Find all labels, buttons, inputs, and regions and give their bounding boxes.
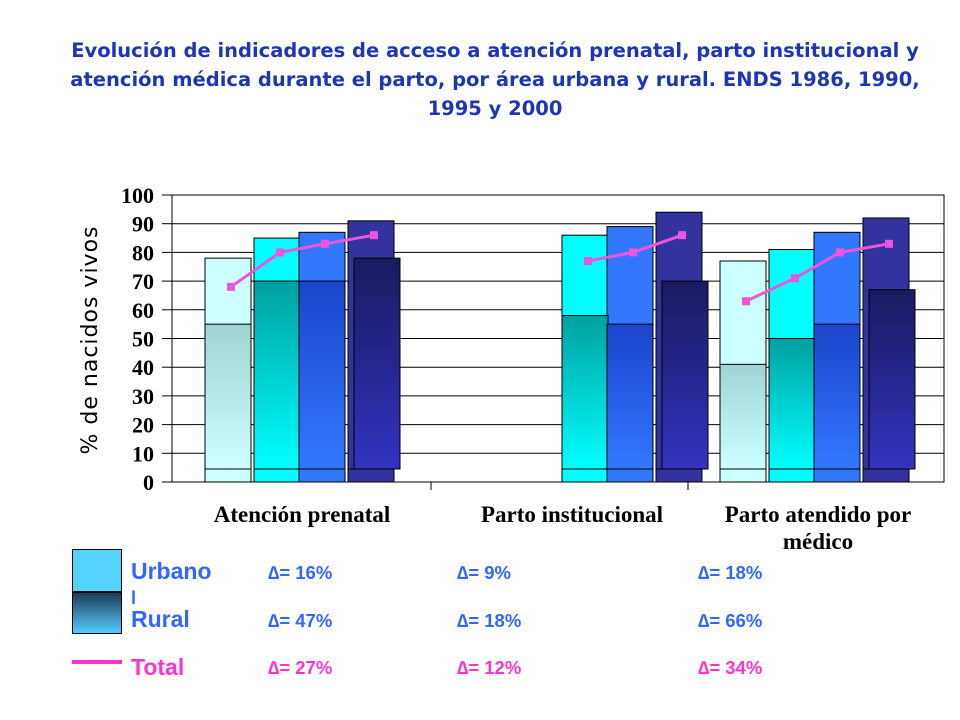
point-total-0-3: [370, 231, 378, 240]
x-category-label-0: Atención prenatal: [214, 502, 391, 527]
bar-base-2-0: [719, 468, 767, 483]
point-total-2-2: [836, 248, 844, 257]
x-category-label-2: Parto atendido por médico: [725, 502, 912, 554]
line-total-0: [230, 233, 375, 289]
point-total-1-2: [678, 231, 686, 240]
point-total-2-1: [791, 274, 799, 283]
bar-rural-2-3: [868, 289, 916, 470]
chart-svg: 0 10 20 30 40 50 60 70 80 90 100 % de nacidos vivos…: [78, 183, 945, 554]
bar-base-0-0: [204, 468, 252, 483]
legend-swatch-urbano: [72, 549, 122, 592]
bar-base-2-3: [862, 468, 910, 483]
point-total-0-2: [321, 239, 329, 248]
delta-total-medico: ∆= 34%: [698, 657, 763, 678]
bar-rural-0-0: [204, 323, 252, 470]
point-total-1-0: [584, 257, 592, 266]
bar-rural-2-1: [768, 338, 816, 470]
legend-label-urbano-stray: l: [131, 588, 137, 608]
bar-base-2-1: [768, 468, 816, 483]
y-tick-label-50: 50: [132, 327, 154, 352]
x-category-label-1: Parto institucional: [481, 502, 663, 527]
bar-rural-1-3: [661, 280, 709, 470]
y-tick-label-70: 70: [132, 269, 154, 294]
y-tick-label-0: 0: [143, 470, 154, 495]
bar-rural-2-2: [813, 323, 861, 470]
bar-rural-1-2: [606, 323, 654, 470]
bar-rural-1-1: [561, 315, 609, 470]
y-tick-label-90: 90: [132, 212, 154, 237]
bar-base-2-2: [813, 468, 861, 483]
y-axis-label: % de nacidos vivos: [78, 226, 103, 455]
bar-base-1-2: [606, 468, 654, 483]
delta-total-prenatal: ∆= 27%: [268, 657, 333, 678]
delta-total-institucional: ∆= 12%: [457, 657, 522, 678]
delta-urbano-medico: ∆= 18%: [698, 562, 763, 583]
point-total-0-0: [227, 282, 235, 291]
line-layer: [227, 231, 893, 306]
legend-label-urbano: Urbano: [131, 558, 212, 584]
delta-urbano-prenatal: ∆= 16%: [268, 562, 333, 583]
bar-base-1-3: [655, 468, 703, 483]
bar-rural-0-2: [298, 280, 346, 470]
y-tick-label-60: 60: [132, 298, 154, 323]
delta-rural-institucional: ∆= 18%: [457, 610, 522, 631]
legend-swatch-total: [72, 660, 122, 664]
legend-label-total: Total: [131, 654, 185, 680]
point-total-1-1: [629, 248, 637, 257]
bar-base-0-3: [347, 468, 395, 483]
bar-rural-0-1: [253, 280, 301, 470]
bar-rural-2-0: [719, 363, 767, 470]
plot-frame: [171, 194, 945, 483]
y-tick-label-30: 30: [132, 384, 154, 409]
y-tick-label-40: 40: [132, 355, 154, 380]
legend-swatch-rural: [72, 592, 122, 634]
point-total-0-1: [276, 248, 284, 257]
legend-label-rural: Rural: [131, 606, 190, 632]
point-total-2-3: [885, 239, 893, 248]
y-tick-label-10: 10: [132, 441, 154, 466]
delta-rural-prenatal: ∆= 47%: [268, 610, 333, 631]
delta-rural-medico: ∆= 66%: [698, 610, 763, 631]
bar-base-0-1: [253, 468, 301, 483]
bar-layer: [204, 211, 916, 483]
line-total-2: [745, 242, 890, 303]
bar-rural-0-3: [353, 257, 401, 470]
y-tick-label-80: 80: [132, 240, 154, 265]
point-total-2-0: [742, 297, 750, 306]
bar-base-1-1: [561, 468, 609, 483]
y-tick-label-20: 20: [132, 413, 154, 438]
chart-title: Evolución de indicadores de acceso a ate…: [70, 39, 920, 120]
bar-base-0-2: [298, 468, 346, 483]
axis-layer: 0 10 20 30 40 50 60 70 80 90 100 % de nacidos vivos…: [78, 183, 945, 554]
y-tick-label-100: 100: [121, 183, 154, 208]
delta-urbano-institucional: ∆= 9%: [457, 562, 512, 583]
